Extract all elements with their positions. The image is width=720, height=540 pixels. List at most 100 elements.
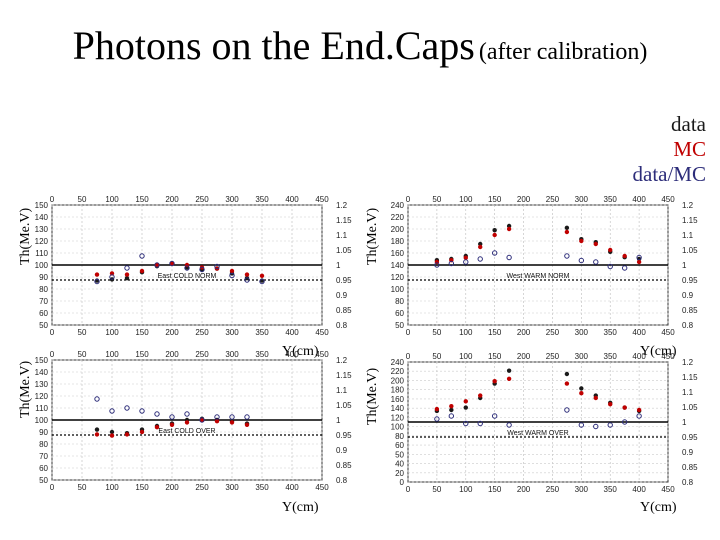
panel-2-y2tick: 1.15 [682,216,698,225]
panel-4-y2tick: 1 [682,418,687,427]
panel-2-xtick-top: 400 [632,195,646,204]
panel-1-point-ratio [154,262,160,268]
panel-3-point-ratio [139,408,145,414]
panel-3-ytick: 100 [35,416,49,425]
panel-2-xtick-top: 150 [488,195,502,204]
panel-1-label: East COLD NORM [158,273,217,280]
panel-3-y2tick: 1 [336,416,341,425]
panel-4-xtick-top: 400 [632,352,646,361]
panel-4-ytick: 60 [395,441,404,450]
panel-3-xtick: 0 [50,483,55,492]
panel-2-xtick: 50 [432,328,441,337]
panel-2-ytick: 100 [391,285,405,294]
panel-4-xtick: 0 [406,485,411,494]
panel-3-xtick: 50 [78,483,87,492]
panel-4-y2tick: 0.95 [682,433,698,442]
panel-4-point-ratio [477,420,483,427]
panel-3-point-mc [244,422,250,427]
panel-1-point-ratio [184,265,190,271]
panel-4-y2tick: 0.8 [682,478,694,487]
panel-3-point-ratio [169,414,175,420]
panel-1-xtick-top: 250 [195,195,209,204]
panel-4-point-ratio [491,413,498,419]
panel-3-xtick-top: 300 [225,350,239,359]
panel-4-ytick: 240 [391,358,405,367]
panel-1-xtick: 300 [225,328,239,337]
panel-4-xtick: 400 [632,485,646,494]
panel-4-point-ratio [564,407,570,413]
panel-3-xtick-top: 450 [315,350,329,359]
panel-3-point-mc [214,419,220,424]
panel-4-point-mc [622,405,627,410]
panel-1-xtick-top: 200 [165,195,179,204]
panel-1-xtick: 400 [285,328,299,337]
panel-2-point-ratio [593,259,599,265]
panel-4-xtick-top: 450 [661,352,675,361]
legend-ratio: data/MC [632,162,707,186]
panel-1-point-ratio [229,272,235,279]
panel-4-point-data [579,386,584,391]
panel-2-point-ratio [463,259,469,265]
panel-1-point-mc [139,268,145,274]
panel-1-ytick: 140 [35,213,49,222]
panel-3-point-ratio [214,414,220,420]
panel-2-label: West WARM NORM [507,273,570,280]
panel-1-ytick: 80 [39,285,48,294]
panel-2-point-mc [622,253,627,259]
panel-2-ytick: 180 [391,237,405,246]
panel-1-xtick-top: 300 [225,195,239,204]
panel-3-xtick-top: 0 [50,350,55,359]
panel-1-point-ratio [259,278,265,285]
panel-2-point-ratio [636,254,642,261]
panel-3-ytick: 140 [35,368,49,377]
panel-1-xtick: 150 [135,328,149,337]
panel-4-point-mc [434,406,440,412]
panel-3-point-mc [229,420,235,425]
panel-2-y2tick: 0.9 [682,291,694,300]
panel-4-xtick-top: 300 [575,352,589,361]
panel-3-xtick: 150 [135,483,149,492]
panel-4-point-mc [492,379,497,384]
panel-3-xtick: 100 [105,483,119,492]
panel-1-point-ratio [109,274,115,280]
panel-1-point-ratio [124,265,130,271]
legend-data: data [671,112,706,136]
panel-4-y2tick: 0.85 [682,463,698,472]
panel-1-y2tick: 0.85 [336,306,352,315]
panel-2-xtick-top: 100 [459,195,473,204]
panel-4-ytick: 160 [391,395,405,404]
panel-3-xtick-top: 200 [165,350,179,359]
panel-1-ytick: 50 [39,321,48,330]
panel-3-point-mc [109,433,115,438]
panel-2-y2tick: 1.05 [682,246,698,255]
panel-3-point-mc [124,432,130,437]
panel-4-point-data [449,407,454,413]
panel-1-xtick-top: 0 [50,195,55,204]
xlabel-panel-1: Y(cm) [282,344,319,359]
panel-2-y2tick: 1.2 [682,201,694,210]
panel-3-y2tick: 0.85 [336,461,352,470]
panel-1-xtick-top: 50 [78,195,87,204]
panel-2-point-ratio [564,253,570,259]
title-main: Photons on the End.Caps [72,23,475,68]
panel-4-xtick: 50 [432,485,441,494]
panel-1-xtick: 450 [315,328,329,337]
panel-2-xtick-top: 350 [604,195,618,204]
panel-4-point-ratio [621,419,628,425]
panel-4-ytick: 40 [395,460,404,469]
panel-1-y2tick: 1 [336,261,341,270]
xlabel-panel-2: Y(cm) [640,344,677,359]
panel-3-xtick-top: 100 [105,350,119,359]
panel-2-ytick: 120 [391,273,405,282]
panel-3-ytick: 130 [35,380,49,389]
panel-4-xtick: 450 [661,485,675,494]
panel-1-xtick: 350 [255,328,269,337]
panel-2-y2tick: 0.85 [682,306,698,315]
panel-2-ytick: 200 [391,225,405,234]
panel-2-point-data [492,228,497,233]
panel-4-point-mc [478,393,483,398]
panel-1-y2tick: 1.15 [336,216,352,225]
panel-1-xtick-top: 450 [315,195,329,204]
panel-2-xtick: 0 [406,328,411,337]
panel-1-point-mc [154,262,160,268]
